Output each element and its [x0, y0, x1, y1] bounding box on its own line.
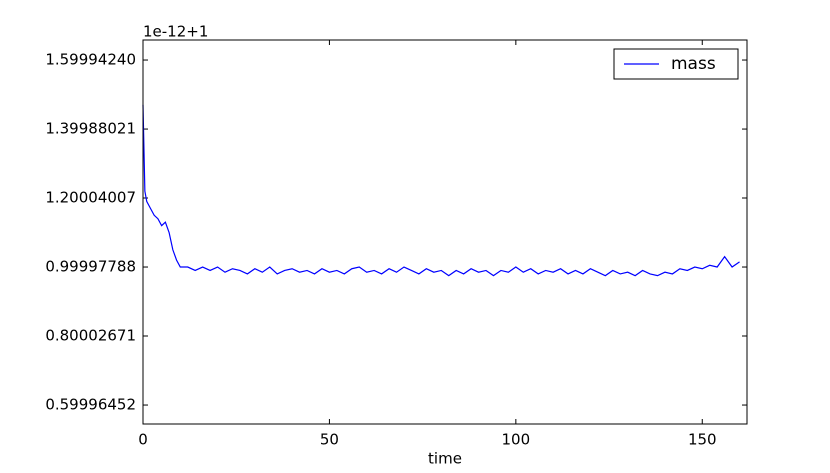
y-tick-label: 0.59996452 — [45, 396, 136, 414]
offset-text: 1e-12+1 — [143, 23, 208, 41]
line-series — [142, 104, 740, 277]
x-axis-label: time — [428, 450, 462, 468]
y-tick-label: 1.59994240 — [45, 51, 136, 69]
y-tick-label: 1.20004007 — [45, 189, 136, 207]
legend-label: mass — [671, 54, 716, 74]
plot-frame — [142, 39, 748, 425]
x-tick-label: 100 — [502, 431, 531, 449]
x-tick-label: 150 — [688, 431, 717, 449]
x-tick-label: 50 — [320, 431, 339, 449]
y-tick-label: 1.39988021 — [45, 120, 136, 138]
y-tick-label: 0.80002671 — [45, 327, 136, 345]
x-tick-label: 0 — [138, 431, 148, 449]
y-tick-label: 0.99997788 — [45, 258, 136, 276]
